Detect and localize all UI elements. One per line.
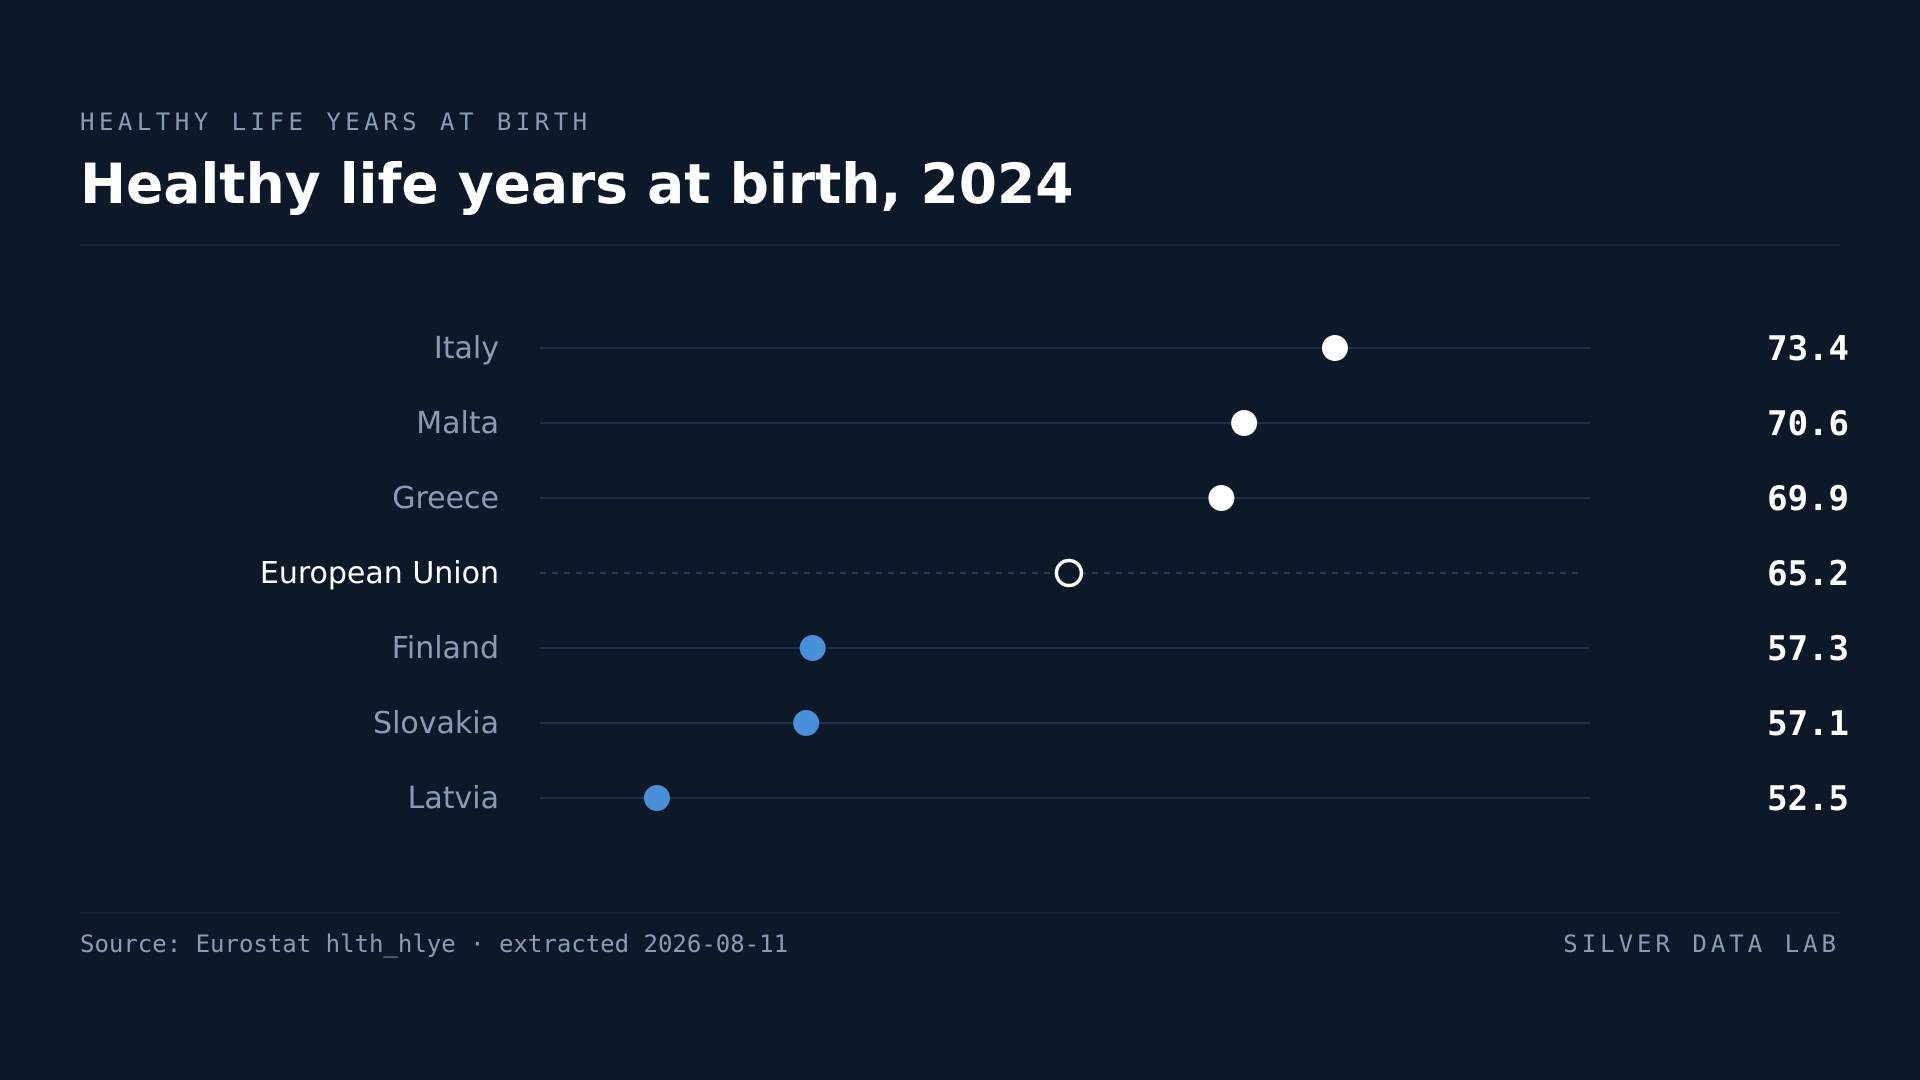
category-label-european-union: European Union	[260, 556, 499, 591]
category-label-slovakia: Slovakia	[373, 706, 499, 741]
data-dot-finland	[799, 635, 826, 661]
data-dot-italy	[1321, 335, 1348, 361]
value-label-latvia: 52.5	[1767, 779, 1849, 819]
chart-title: Healthy life years at birth, 2024	[80, 152, 1074, 216]
value-label-european-union: 65.2	[1767, 554, 1849, 594]
category-label-italy: Italy	[434, 331, 499, 366]
reference-dot-european-union	[1054, 558, 1084, 588]
data-dot-slovakia	[793, 710, 820, 736]
category-label-finland: Finland	[392, 631, 499, 666]
category-label-greece: Greece	[392, 481, 499, 516]
value-label-italy: 73.4	[1767, 329, 1849, 369]
data-dot-greece	[1208, 485, 1235, 511]
data-dot-latvia	[643, 785, 670, 811]
value-label-greece: 69.9	[1767, 479, 1849, 519]
value-label-finland: 57.3	[1767, 629, 1849, 669]
footer-divider	[80, 912, 1840, 914]
header-divider	[80, 244, 1840, 246]
category-label-malta: Malta	[416, 406, 499, 441]
source-note: Source: Eurostat hlth_hlye · extracted 2…	[80, 930, 789, 958]
value-label-malta: 70.6	[1767, 404, 1849, 444]
value-label-slovakia: 57.1	[1767, 704, 1849, 744]
category-label-latvia: Latvia	[408, 781, 499, 816]
chart-kicker: HEALTHY LIFE YEARS AT BIRTH	[80, 108, 592, 136]
data-dot-malta	[1231, 410, 1258, 436]
brand-label: SILVER DATA LAB	[1563, 930, 1840, 958]
